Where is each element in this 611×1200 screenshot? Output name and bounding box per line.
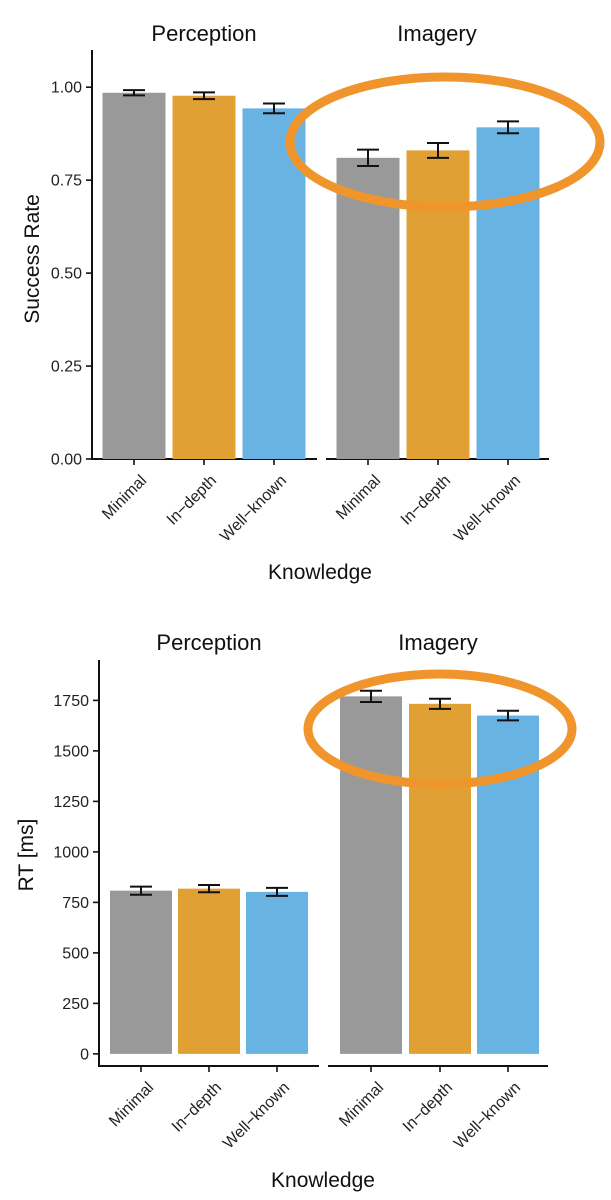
y-tick-label: 1750 xyxy=(53,693,89,710)
error-bar xyxy=(130,885,152,896)
bar-imagery-3 xyxy=(476,127,540,459)
x-tick-label: In−depth xyxy=(169,1079,225,1135)
error-bar xyxy=(123,89,145,97)
x-tick-label: In−depth xyxy=(164,472,220,528)
y-tick-label: 0.25 xyxy=(51,359,82,376)
bar-imagery-2 xyxy=(409,703,471,1054)
facet-title-imagery: Imagery xyxy=(397,21,476,46)
error-bars xyxy=(123,89,519,168)
bar-imagery-1 xyxy=(336,157,400,459)
y-tick-label: 0.50 xyxy=(51,266,82,283)
error-bars xyxy=(130,689,519,897)
x-tick-label: Minimal xyxy=(336,1079,387,1130)
rt-chart: Perception Imagery 0 250 500 750 1000 1250 150… xyxy=(15,630,577,1192)
error-bar xyxy=(263,102,285,115)
y-axis-title: Success Rate xyxy=(21,194,44,324)
y-tick-label: 0.75 xyxy=(51,173,82,190)
bar-perception-2 xyxy=(178,888,240,1054)
bars xyxy=(110,696,539,1054)
error-bar xyxy=(193,91,215,101)
y-ticks: 0.00 0.25 0.50 0.75 1.00 xyxy=(51,80,92,469)
x-tick-label: Minimal xyxy=(106,1079,157,1130)
x-tick-label: Well−known xyxy=(220,1079,293,1152)
bars xyxy=(102,92,540,459)
bar-imagery-1 xyxy=(340,696,402,1054)
bar-imagery-2 xyxy=(406,150,470,459)
y-tick-label: 0 xyxy=(80,1046,89,1063)
x-tick-label: Well−known xyxy=(451,472,524,545)
facet-title-imagery: Imagery xyxy=(398,630,477,655)
y-ticks: 0 250 500 750 1000 1250 1500 1750 xyxy=(53,693,99,1063)
x-tick-label: Well−known xyxy=(217,472,290,545)
imagery-highlight-ellipse xyxy=(303,669,577,789)
y-tick-label: 1250 xyxy=(53,794,89,811)
y-tick-label: 500 xyxy=(62,945,89,962)
x-tick-label: Minimal xyxy=(333,472,384,523)
x-tick-label: In−depth xyxy=(398,472,454,528)
bar-perception-2 xyxy=(172,95,236,459)
y-axis-title: RT [ms] xyxy=(15,819,38,892)
facet-title-perception: Perception xyxy=(156,630,261,655)
y-tick-label: 750 xyxy=(62,895,89,912)
error-bar xyxy=(357,148,379,168)
y-tick-label: 1500 xyxy=(53,743,89,760)
success-rate-chart: Perception Imagery 0.000.250.500.751.00 … xyxy=(21,21,605,584)
bar-perception-3 xyxy=(242,108,306,459)
facet-title-perception: Perception xyxy=(151,21,256,46)
y-tick-label: 1000 xyxy=(53,844,89,861)
x-tick-label: Well−known xyxy=(451,1079,524,1152)
error-bar xyxy=(198,884,220,894)
error-bar xyxy=(497,120,519,135)
bar-perception-3 xyxy=(246,891,308,1054)
error-bar xyxy=(266,886,288,897)
imagery-highlight-ellipse xyxy=(285,72,605,212)
bar-perception-1 xyxy=(110,890,172,1054)
y-tick-label: 250 xyxy=(62,996,89,1013)
y-tick-label: 1.00 xyxy=(51,80,82,97)
error-bar xyxy=(427,141,449,159)
x-axis-title: Knowledge xyxy=(271,1169,375,1192)
x-tick-label: In−depth xyxy=(400,1079,456,1135)
y-tick-label: 0.00 xyxy=(51,452,82,469)
error-bar xyxy=(360,689,382,704)
error-bar xyxy=(429,697,451,710)
error-bar xyxy=(497,709,519,722)
x-axis-title: Knowledge xyxy=(268,561,372,584)
x-tick-label: Minimal xyxy=(99,472,150,523)
bar-perception-1 xyxy=(102,92,166,459)
